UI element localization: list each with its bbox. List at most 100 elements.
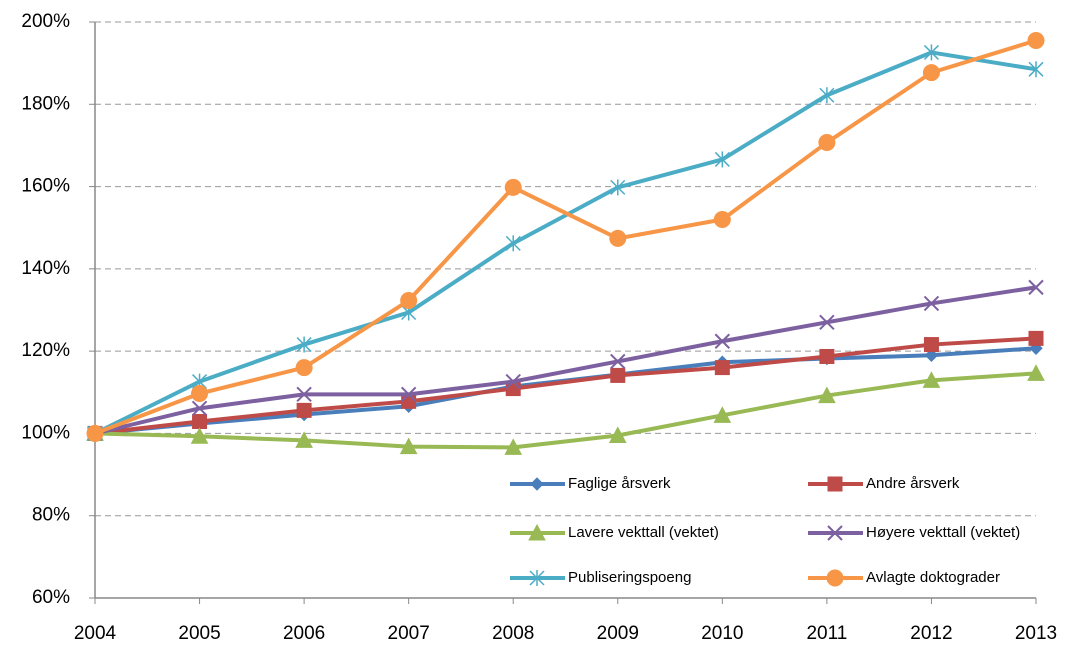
y-tick-label: 200% xyxy=(21,11,70,32)
marker-shape xyxy=(1028,279,1044,296)
marker xyxy=(505,235,521,252)
marker xyxy=(608,426,627,443)
marker-shape xyxy=(86,424,104,442)
marker-shape xyxy=(608,426,627,443)
series-line xyxy=(94,371,1037,450)
series-line xyxy=(94,38,1037,436)
marker xyxy=(819,314,835,331)
series-line xyxy=(94,336,1037,436)
marker xyxy=(714,333,731,349)
marker-shape xyxy=(530,477,544,491)
marker xyxy=(529,570,545,586)
marker xyxy=(827,525,843,541)
marker xyxy=(923,295,940,312)
legend-label: Lavere vekttall (vektet) xyxy=(568,524,719,541)
marker xyxy=(924,348,939,362)
marker xyxy=(1027,32,1045,50)
marker xyxy=(295,431,313,448)
marker-shape xyxy=(1027,32,1045,50)
legend-label: Faglige årsverk xyxy=(568,475,671,492)
marker-shape xyxy=(400,386,417,403)
y-tick-label: 160% xyxy=(21,176,70,197)
marker xyxy=(399,437,418,455)
x-tick-label: 2006 xyxy=(283,623,325,644)
legend-label: Høyere vekttall (vektet) xyxy=(866,524,1021,541)
marker-shape xyxy=(714,360,730,376)
marker-shape xyxy=(610,353,626,370)
marker xyxy=(192,413,208,429)
series-line xyxy=(94,285,1037,436)
x-tick-label: 2008 xyxy=(492,623,534,644)
marker xyxy=(922,371,941,388)
marker xyxy=(528,523,546,541)
marker xyxy=(1028,330,1044,346)
x-tick-label: 2005 xyxy=(178,623,220,644)
marker-shape xyxy=(818,386,836,404)
marker xyxy=(819,348,835,364)
marker xyxy=(818,386,836,404)
marker xyxy=(1028,61,1044,78)
marker-shape xyxy=(505,373,521,390)
marker xyxy=(400,292,418,310)
marker xyxy=(295,359,313,377)
y-tick-label: 140% xyxy=(21,258,70,279)
marker-shape xyxy=(1027,364,1045,381)
marker-shape xyxy=(296,386,312,403)
marker xyxy=(296,402,312,418)
marker xyxy=(191,385,209,403)
marker xyxy=(504,438,523,455)
marker xyxy=(923,44,939,61)
marker-shape xyxy=(819,348,835,364)
marker xyxy=(610,367,626,383)
marker xyxy=(610,179,626,196)
marker-shape xyxy=(922,371,941,388)
marker-shape xyxy=(295,359,313,377)
marker xyxy=(610,353,626,370)
marker xyxy=(827,476,843,492)
marker xyxy=(714,151,730,168)
marker-shape xyxy=(528,523,546,541)
x-tick-label: 2010 xyxy=(701,623,743,644)
marker xyxy=(191,400,208,417)
marker-shape xyxy=(191,400,208,417)
marker-shape xyxy=(399,437,418,455)
marker xyxy=(296,386,312,403)
x-tick-label: 2009 xyxy=(597,623,639,644)
y-tick-label: 80% xyxy=(32,505,70,526)
x-tick-label: 2011 xyxy=(806,623,847,644)
legend-label: Publiseringspoeng xyxy=(568,569,692,586)
marker-shape xyxy=(504,178,522,196)
marker xyxy=(86,424,104,442)
series-line xyxy=(94,50,1037,436)
marker-shape xyxy=(192,413,208,429)
marker xyxy=(401,393,417,409)
marker xyxy=(530,477,544,491)
marker xyxy=(923,337,939,353)
marker-shape xyxy=(1028,330,1044,346)
marker-shape xyxy=(610,367,626,383)
marker xyxy=(819,87,835,104)
marker xyxy=(609,229,627,247)
marker-shape xyxy=(295,431,313,448)
marker xyxy=(818,134,836,152)
series-line xyxy=(94,346,1037,436)
marker xyxy=(190,427,209,444)
marker-shape xyxy=(296,402,312,418)
marker-shape xyxy=(922,64,940,82)
y-tick-label: 100% xyxy=(21,422,70,443)
marker xyxy=(714,360,730,376)
legend-item xyxy=(808,476,863,492)
y-tick-label: 180% xyxy=(21,93,70,114)
marker-shape xyxy=(401,393,417,409)
x-tick-label: 2007 xyxy=(388,623,430,644)
marker-shape xyxy=(713,406,732,423)
marker xyxy=(505,373,521,390)
marker-shape xyxy=(923,337,939,353)
legend-item xyxy=(510,523,565,541)
marker-shape xyxy=(714,333,731,349)
marker-shape xyxy=(713,210,731,228)
marker-shape xyxy=(818,134,836,152)
marker xyxy=(1028,279,1044,296)
x-tick-label: 2004 xyxy=(74,623,117,644)
